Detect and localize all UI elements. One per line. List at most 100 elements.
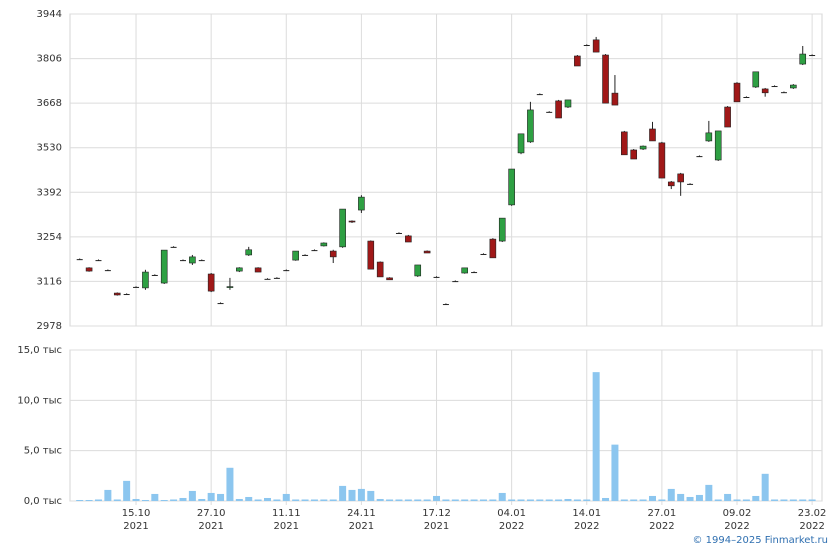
- volume-bar: [113, 499, 121, 501]
- volume-bar: [545, 499, 553, 501]
- volume-bar: [160, 499, 168, 501]
- volume-bar: [799, 499, 807, 501]
- volume-bar: [245, 496, 253, 501]
- volume-bar: [630, 499, 638, 501]
- candle-body: [85, 267, 93, 272]
- candle-body: [95, 260, 102, 262]
- x-tick-label: 11.11 2021: [271, 508, 301, 532]
- volume-bar: [226, 467, 234, 501]
- volume-bar: [179, 497, 187, 501]
- y-tick-label: 15,0 тыс: [17, 345, 62, 356]
- candle-body: [329, 250, 337, 258]
- candle-body: [142, 271, 149, 289]
- candle-body: [264, 278, 271, 280]
- volume-bar: [526, 499, 534, 501]
- volume-bar: [733, 499, 741, 501]
- candle-body: [809, 55, 816, 57]
- volume-bar: [104, 489, 112, 501]
- volume-bar: [508, 499, 516, 501]
- candle-body: [621, 131, 628, 156]
- volume-bar: [761, 473, 769, 501]
- candle-body: [123, 294, 130, 296]
- candle-body: [799, 53, 807, 65]
- volume-bar: [198, 498, 206, 501]
- volume-bar: [479, 499, 487, 501]
- candle-body: [630, 149, 638, 160]
- volume-bar: [808, 499, 816, 501]
- volume-bar: [752, 495, 760, 501]
- volume-bar: [207, 492, 215, 501]
- candle-body: [170, 246, 177, 248]
- candle-body: [649, 128, 656, 142]
- volume-bar: [470, 499, 478, 501]
- volume-bar: [395, 499, 403, 501]
- volume-bar: [217, 493, 225, 501]
- candle-body: [104, 270, 111, 272]
- volume-bar: [714, 499, 722, 501]
- volume-bar: [771, 499, 779, 501]
- y-tick-label: 3116: [37, 276, 62, 287]
- candle-body: [696, 156, 703, 158]
- candle-body: [442, 304, 449, 306]
- volume-bar: [254, 499, 262, 501]
- candle-body: [160, 249, 168, 284]
- volume-bar: [536, 499, 544, 501]
- candle-body: [714, 130, 722, 161]
- volume-bar: [695, 494, 703, 501]
- volume-bar: [564, 498, 572, 501]
- candle-body: [480, 253, 487, 255]
- candle-body: [273, 277, 280, 279]
- volume-bar: [339, 485, 347, 501]
- volume-bar: [132, 498, 140, 501]
- candle-body: [790, 84, 797, 89]
- candle-body: [376, 261, 384, 278]
- candle-body: [311, 250, 318, 252]
- candle-body: [113, 292, 121, 296]
- x-tick-label: 15.10 2021: [121, 508, 151, 532]
- volume-bar: [780, 499, 788, 501]
- volume-bar: [282, 493, 290, 501]
- volume-bar: [742, 499, 750, 501]
- candle-body: [207, 273, 215, 292]
- candle-body: [639, 145, 647, 150]
- volume-bar: [498, 492, 506, 501]
- y-tick-label: 3530: [37, 143, 62, 154]
- candle-body: [76, 259, 83, 261]
- volume-bar: [76, 499, 84, 501]
- candle-body: [733, 82, 741, 103]
- candle-body: [471, 272, 478, 274]
- candle-body: [339, 208, 346, 248]
- candle-body: [386, 277, 393, 281]
- volume-bar: [648, 495, 656, 501]
- volume-bar: [170, 499, 178, 501]
- x-tick-label: 17.12 2021: [422, 508, 451, 532]
- y-tick-label: 3392: [37, 187, 62, 198]
- y-tick-label: 3668: [37, 98, 62, 109]
- volume-bar: [301, 499, 309, 501]
- y-tick-label: 3254: [37, 232, 62, 243]
- candle-body: [133, 286, 140, 288]
- volume-bar: [357, 488, 365, 501]
- candle-body: [348, 220, 356, 223]
- candle-body: [687, 183, 694, 185]
- volume-bar: [677, 493, 685, 501]
- volume-bar: [611, 444, 619, 501]
- candle-body: [677, 173, 684, 183]
- x-tick-label: 27.10 2021: [196, 508, 226, 532]
- candle-body: [592, 39, 600, 53]
- volume-bar: [310, 499, 318, 501]
- candle-body: [395, 232, 402, 234]
- volume-bar: [348, 489, 356, 501]
- volume-bar: [667, 488, 675, 501]
- candle-body: [780, 92, 787, 94]
- candle-body: [705, 132, 713, 142]
- volume-bar: [151, 493, 159, 501]
- candle-body: [179, 260, 186, 262]
- y-tick-label: 3944: [37, 9, 62, 20]
- volume-bar: [583, 499, 591, 501]
- candle-body: [667, 181, 675, 187]
- volume-bar: [724, 493, 732, 501]
- volume-bar: [367, 490, 375, 501]
- volume-bar: [451, 499, 459, 501]
